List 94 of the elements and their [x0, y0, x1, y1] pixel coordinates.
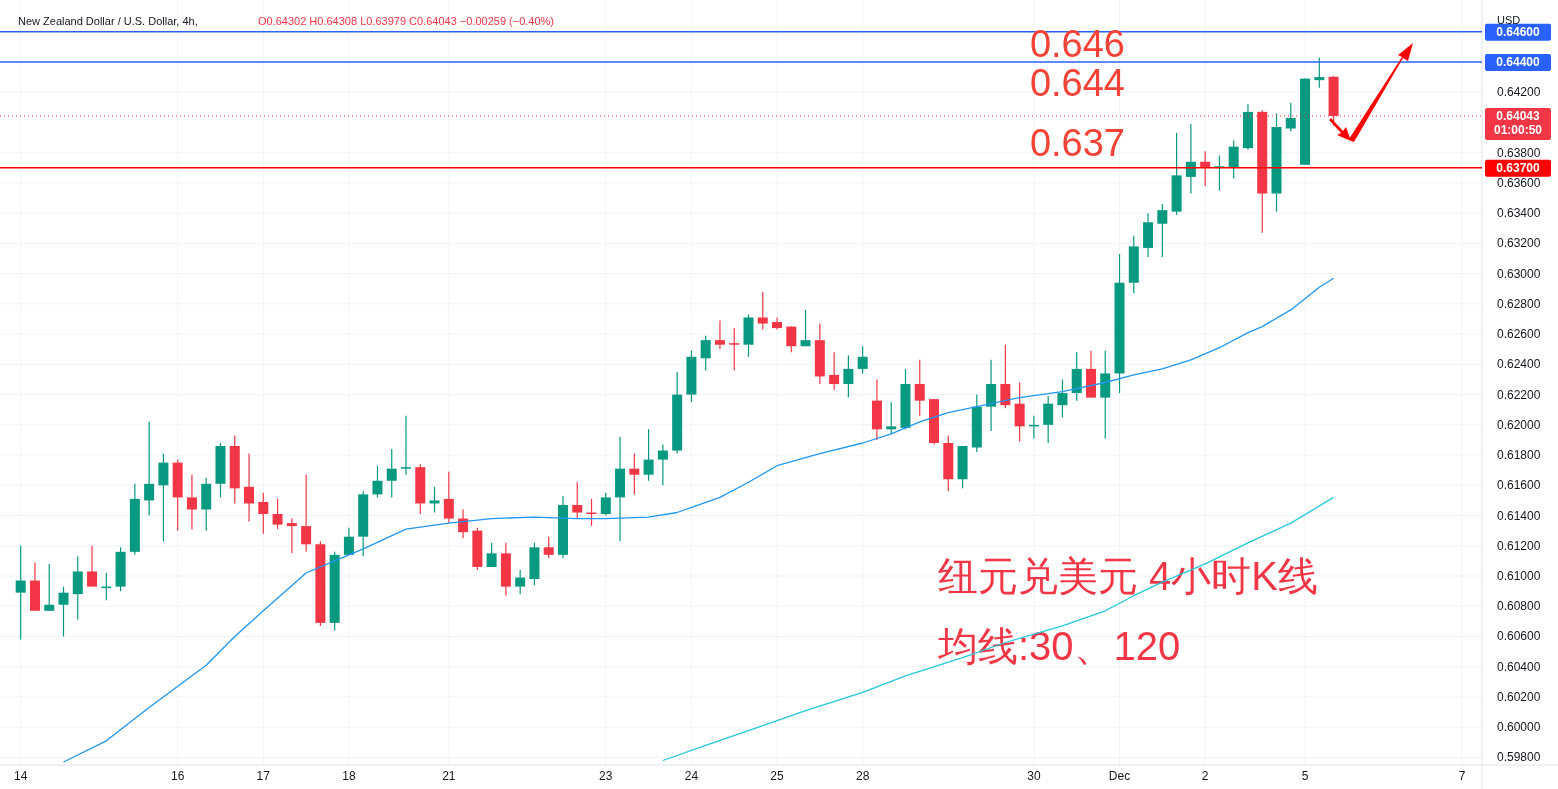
candlestick [572, 481, 583, 520]
x-tick-label: 23 [599, 769, 613, 783]
y-tick-label: 0.63600 [1497, 175, 1541, 190]
x-tick-label: 25 [770, 769, 785, 783]
candlestick [786, 325, 797, 353]
candlestick [772, 316, 783, 331]
candlestick [700, 335, 711, 372]
y-tick-label: 0.62600 [1497, 327, 1541, 342]
y-tick-label: 0.62000 [1497, 417, 1541, 432]
x-tick-label: 28 [855, 769, 870, 783]
y-tick-label: 0.62200 [1497, 387, 1541, 402]
candlestick [44, 563, 55, 612]
candlestick [757, 291, 768, 331]
x-tick-label: 30 [1027, 769, 1041, 783]
candlestick [914, 359, 925, 417]
candlestick [258, 492, 269, 535]
text: O0.64302 H0.64308 L0.63979 C0.64043 −0.00259 (−0.40%) [258, 15, 555, 27]
x-tick-label: 2 [1201, 769, 1209, 783]
candlestick [1043, 395, 1054, 444]
candlestick [729, 327, 740, 372]
candlestick [800, 309, 811, 347]
ref-line-label: 0.64400 [1496, 54, 1541, 69]
y-tick-label: 0.63400 [1497, 206, 1541, 221]
candlestick [272, 498, 283, 530]
candlestick [714, 319, 725, 350]
candlestick [1314, 56, 1325, 89]
candlestick [886, 401, 897, 435]
candlestick [186, 474, 197, 530]
candlestick [843, 354, 854, 399]
y-tick-label: 0.61800 [1497, 448, 1541, 463]
candlestick [429, 486, 440, 514]
candlestick [144, 421, 155, 517]
candlestick [857, 345, 868, 375]
candlestick [986, 359, 997, 432]
ref-line-label: 0.64043 01:00:50 [1493, 108, 1543, 137]
y-tick-label: 0.61200 [1497, 538, 1541, 553]
annotation: 0.637 [1029, 121, 1125, 164]
candlestick [543, 536, 554, 559]
y-tick-label: 0.63200 [1497, 236, 1541, 251]
x-tick-label: 16 [171, 769, 185, 783]
candlestick [1000, 344, 1011, 409]
x-tick-label: 24 [684, 769, 699, 783]
candlestick [158, 452, 169, 542]
candlestick [58, 586, 69, 638]
candlestick [443, 471, 454, 524]
candlestick [1057, 378, 1068, 418]
y-tick-label: 0.64200 [1497, 85, 1541, 100]
candlestick [372, 465, 383, 498]
y-tick-label: 0.61000 [1497, 569, 1541, 584]
candlestick [301, 474, 312, 553]
x-tick-label: 17 [256, 769, 271, 783]
x-tick-label: 18 [342, 769, 356, 783]
line-series [62, 277, 1335, 763]
x-tick-label: 7 [1458, 769, 1466, 783]
candlestick [1157, 203, 1168, 258]
candlestick [401, 415, 411, 476]
y-tick-label: 0.59800 [1497, 750, 1541, 765]
x-tick-label: Dec [1108, 769, 1131, 783]
candlestick [515, 569, 526, 595]
line-series [662, 496, 1335, 762]
candlestick [244, 452, 255, 523]
y-tick-label: 0.60400 [1497, 659, 1541, 674]
y-tick-label: 0.63000 [1497, 266, 1541, 281]
ref-line-label: 0.64600 [1496, 24, 1541, 39]
x-tick-label: 5 [1301, 769, 1309, 783]
candlestick [600, 492, 611, 517]
y-tick-label: 0.61600 [1497, 478, 1541, 493]
candlestick [1228, 140, 1239, 179]
candlestick [1285, 102, 1296, 133]
candlestick [72, 555, 83, 621]
candlestick [629, 452, 640, 495]
y-tick-label: 0.60600 [1497, 629, 1541, 644]
text: New Zealand Dollar / U.S. Dollar, 4h, [18, 15, 198, 27]
candlestick [15, 545, 26, 641]
y-tick-label: 0.62800 [1497, 296, 1541, 311]
y-tick-label: 0.60000 [1497, 720, 1541, 735]
candlestick [657, 443, 668, 486]
candlestick [643, 428, 654, 482]
y-tick-label: 0.60200 [1497, 689, 1541, 704]
y-tick-label: 0.62400 [1497, 357, 1541, 372]
y-tick-label: 0.63800 [1497, 145, 1541, 160]
y-tick-label: 0.60800 [1497, 599, 1541, 614]
x-tick-label: 21 [442, 769, 456, 783]
candlestick [87, 545, 98, 588]
y-tick-label: 0.61400 [1497, 508, 1541, 523]
ref-line-label: 0.63700 [1496, 160, 1541, 175]
candlestick [343, 527, 354, 556]
candlestick [386, 448, 397, 498]
candlestick [1014, 381, 1025, 443]
candlestick [486, 542, 497, 568]
candlestick [829, 351, 840, 391]
x-tick-label: 14 [14, 769, 28, 783]
y-axis-title: USD [1497, 14, 1521, 26]
candlestick [286, 517, 297, 554]
